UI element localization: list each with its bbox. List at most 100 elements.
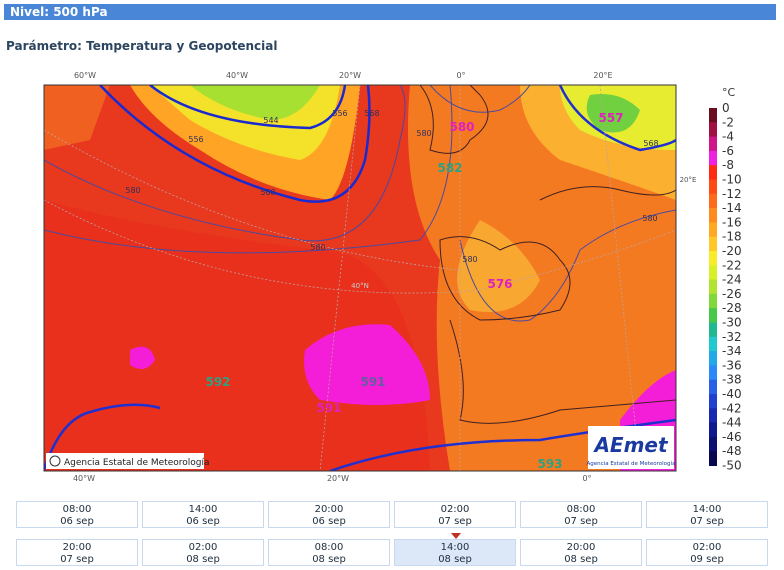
colorbar-unit: °C (722, 86, 736, 99)
time-button[interactable]: 20:00 06 sep (268, 501, 390, 528)
time-time: 08:00 (314, 542, 344, 553)
credit: Agencia Estatal de Meteorología (64, 458, 210, 468)
copyright-icon (49, 455, 61, 467)
colorbar-swatch (709, 394, 717, 409)
colorbar-label: -4 (722, 130, 734, 144)
time-date: 09 sep (690, 554, 724, 565)
colorbar-swatch (709, 322, 717, 338)
colorbar-label: -24 (722, 273, 742, 287)
time-time: 20:00 (566, 542, 596, 553)
lon-label: 60°W (74, 71, 96, 80)
lon-label: 40°W (226, 71, 248, 80)
center-label: 557 (598, 111, 623, 125)
logo-subtitle: Agencia Estatal de Meteorología (587, 460, 676, 467)
colorbar-swatch (709, 179, 717, 195)
colorbar-swatch (709, 108, 717, 123)
center-label: 591 (360, 375, 385, 389)
colorbar-label: -30 (722, 316, 742, 330)
contour-label: 544 (263, 116, 278, 125)
time-date: 07 sep (690, 516, 724, 527)
colorbar-swatch (709, 236, 717, 252)
colorbar-label: -46 (722, 430, 742, 444)
time-date: 07 sep (60, 554, 94, 565)
time-date: 08 sep (186, 554, 220, 565)
time-time: 14:00 (440, 542, 470, 553)
colorbar-swatch (709, 279, 717, 295)
lon-label: 20°W (339, 71, 361, 80)
colorbar-swatch (709, 150, 717, 166)
map-image (44, 85, 676, 471)
time-button[interactable]: 08:00 06 sep (16, 501, 138, 528)
time-button[interactable]: 02:00 09 sep (646, 539, 768, 566)
center-label: 593 (537, 457, 562, 471)
colorbar-label: -22 (722, 258, 742, 272)
contour-label: 580 (416, 129, 431, 138)
colorbar-label: -18 (722, 230, 742, 244)
colorbar-label: -16 (722, 215, 742, 229)
colorbar-swatch (709, 336, 717, 352)
colorbar-label: -28 (722, 301, 742, 315)
map-labels: 60°W 40°W 20°W 0° 20°E 40°W 20°W 0° 20°E 40°N 544 5… (73, 71, 696, 483)
time-button[interactable]: 20:00 08 sep (520, 539, 642, 566)
colorbar-swatch (709, 408, 717, 424)
time-button[interactable]: 20:00 07 sep (16, 539, 138, 566)
colorbar-swatch (709, 222, 717, 238)
colorbar-swatch (709, 265, 717, 281)
time-date: 07 sep (438, 516, 472, 527)
colorbar-swatch (709, 379, 717, 395)
contour-label: 556 (332, 109, 347, 118)
logo: AEmet (592, 433, 669, 457)
time-button[interactable]: 08:00 08 sep (268, 539, 390, 566)
map-panel: 60°W 40°W 20°W 0° 20°E 40°W 20°W 0° 20°E 40°N 544 5… (43, 71, 742, 483)
time-time: 08:00 (62, 504, 92, 515)
center-label: 580 (449, 120, 474, 134)
colorbar-label: -36 (722, 358, 742, 372)
time-time: 14:00 (692, 504, 722, 515)
colorbar-label: -6 (722, 144, 734, 158)
lon-label: 20°E (593, 71, 612, 80)
colorbar-label: -38 (722, 373, 742, 387)
colorbar-swatch (709, 251, 717, 266)
contour-label: 568 (364, 109, 379, 118)
time-date: 07 sep (564, 516, 598, 527)
colorbar-swatch (709, 422, 717, 438)
time-button[interactable]: 14:00 07 sep (646, 501, 768, 528)
contour-label: 580 (310, 243, 325, 252)
colorbar-label: -8 (722, 158, 734, 172)
time-time: 02:00 (440, 504, 470, 515)
lon-label: 20°W (327, 474, 349, 483)
colorbar-label: -32 (722, 330, 742, 344)
colorbar-label: -34 (722, 344, 742, 358)
contour-label: 580 (125, 186, 140, 195)
colorbar-label: -12 (722, 187, 742, 201)
colorbar-label: -48 (722, 444, 742, 458)
colorbar-label: 0 (722, 101, 730, 115)
time-date: 08 sep (564, 554, 598, 565)
credit-box (46, 453, 204, 469)
time-time: 20:00 (314, 504, 344, 515)
contour-label: 556 (188, 135, 203, 144)
time-time: 02:00 (692, 542, 722, 553)
colorbar-swatch (709, 165, 717, 180)
colorbar-swatch (709, 122, 717, 138)
time-button[interactable]: 02:00 08 sep (142, 539, 264, 566)
colorbar-label: -2 (722, 115, 734, 129)
time-button[interactable]: 02:00 07 sep (394, 501, 516, 528)
time-date: 08 sep (312, 554, 346, 565)
time-button[interactable]: 08:00 07 sep (520, 501, 642, 528)
time-date: 08 sep (438, 554, 472, 565)
contour-label: 568 (643, 139, 658, 148)
colorbar-label: -44 (722, 416, 742, 430)
time-button[interactable]: 14:00 06 sep (142, 501, 264, 528)
center-label: 591 (316, 401, 341, 415)
contour-label: 580 (462, 255, 477, 264)
colorbar-swatch (709, 451, 717, 466)
time-button[interactable]: 14:00 08 sep (394, 539, 516, 566)
colorbar-label: -14 (722, 201, 742, 215)
logo-box (588, 426, 674, 469)
time-time: 20:00 (62, 542, 92, 553)
colorbar-label: -26 (722, 287, 742, 301)
time-date: 06 sep (312, 516, 346, 527)
colorbar-label: -10 (722, 173, 742, 187)
colorbar-swatch (709, 293, 717, 309)
